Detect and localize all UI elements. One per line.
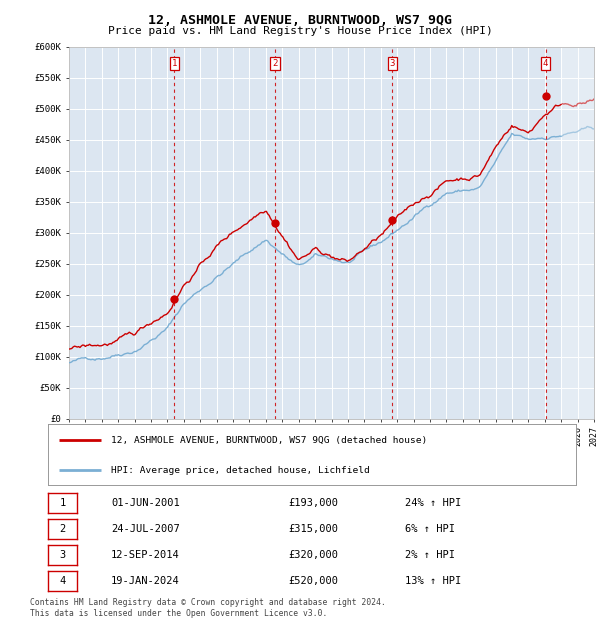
Text: £520,000: £520,000: [288, 576, 338, 587]
Bar: [561, 46, 594, 419]
Text: £320,000: £320,000: [288, 550, 338, 560]
Text: 19-JAN-2024: 19-JAN-2024: [111, 576, 180, 587]
Text: 3: 3: [389, 60, 395, 68]
Text: Contains HM Land Registry data © Crown copyright and database right 2024.: Contains HM Land Registry data © Crown c…: [30, 598, 386, 607]
Text: 24-JUL-2007: 24-JUL-2007: [111, 524, 180, 534]
Text: 4: 4: [543, 60, 548, 68]
Text: Price paid vs. HM Land Registry's House Price Index (HPI): Price paid vs. HM Land Registry's House …: [107, 26, 493, 36]
Text: 2: 2: [272, 60, 278, 68]
Text: 12, ASHMOLE AVENUE, BURNTWOOD, WS7 9QG: 12, ASHMOLE AVENUE, BURNTWOOD, WS7 9QG: [148, 14, 452, 27]
Text: 13% ↑ HPI: 13% ↑ HPI: [405, 576, 461, 587]
Text: 1: 1: [172, 60, 177, 68]
Text: 01-JUN-2001: 01-JUN-2001: [111, 498, 180, 508]
Text: 2% ↑ HPI: 2% ↑ HPI: [405, 550, 455, 560]
Text: 12-SEP-2014: 12-SEP-2014: [111, 550, 180, 560]
Text: 24% ↑ HPI: 24% ↑ HPI: [405, 498, 461, 508]
Text: 2: 2: [59, 524, 65, 534]
Text: This data is licensed under the Open Government Licence v3.0.: This data is licensed under the Open Gov…: [30, 609, 328, 618]
Text: 1: 1: [59, 498, 65, 508]
Text: £193,000: £193,000: [288, 498, 338, 508]
Bar: [561, 46, 594, 419]
Text: 3: 3: [59, 550, 65, 560]
Text: 12, ASHMOLE AVENUE, BURNTWOOD, WS7 9QG (detached house): 12, ASHMOLE AVENUE, BURNTWOOD, WS7 9QG (…: [112, 436, 428, 445]
Text: 4: 4: [59, 576, 65, 587]
Text: £315,000: £315,000: [288, 524, 338, 534]
Text: 6% ↑ HPI: 6% ↑ HPI: [405, 524, 455, 534]
Text: HPI: Average price, detached house, Lichfield: HPI: Average price, detached house, Lich…: [112, 466, 370, 475]
